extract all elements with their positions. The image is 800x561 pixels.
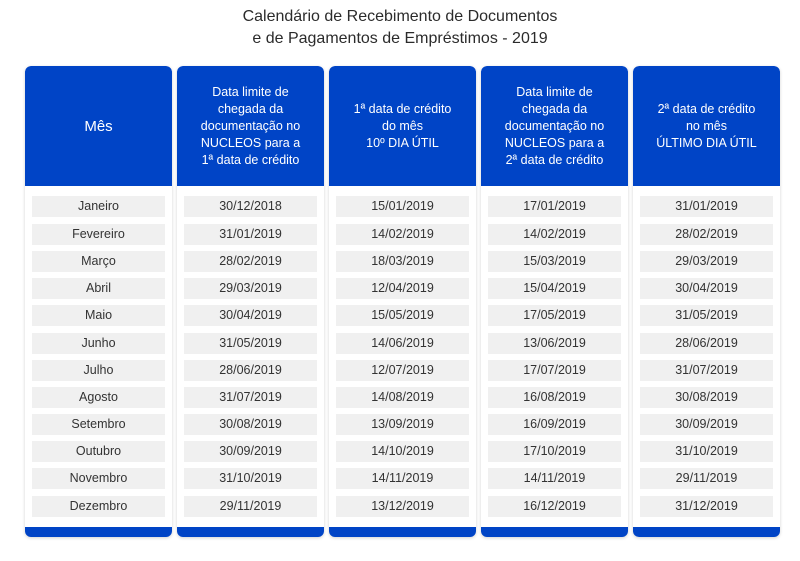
month-cell: Setembro	[32, 414, 165, 435]
column-credito1: 1ª data de crédito do mês 10º DIA ÚTIL 15/0…	[329, 66, 476, 537]
header-line: Data limite de	[516, 84, 593, 99]
header-line: documentação no	[200, 118, 301, 133]
date-cell: 14/10/2019	[336, 441, 469, 462]
column-limite2: Data limite de chegada da documentação no N…	[481, 66, 628, 537]
date-cell: 28/06/2019	[184, 360, 317, 381]
column-footer-bar	[481, 527, 628, 537]
column-footer-bar	[177, 527, 324, 537]
date-cell: 30/08/2019	[640, 387, 773, 408]
month-cell: Dezembro	[32, 496, 165, 517]
header-line: 1ª data de crédito	[353, 101, 452, 116]
month-cell: Fevereiro	[32, 224, 165, 245]
title-line-1: Calendário de Recebimento de Documentos	[242, 8, 558, 25]
header-line: 10º DIA ÚTIL	[366, 135, 439, 150]
date-cell: 30/09/2019	[184, 441, 317, 462]
month-cell: Outubro	[32, 441, 165, 462]
date-cell: 31/07/2019	[640, 360, 773, 381]
column-header-mes: Mês	[25, 66, 172, 186]
date-cell: 30/04/2019	[640, 278, 773, 299]
date-cell: 13/06/2019	[488, 333, 621, 354]
date-cell: 31/05/2019	[184, 333, 317, 354]
date-cell: 13/12/2019	[336, 496, 469, 517]
header-line: 1ª data de crédito	[201, 152, 300, 167]
date-cell: 28/02/2019	[640, 224, 773, 245]
date-cell: 31/05/2019	[640, 305, 773, 326]
date-cell: 30/09/2019	[640, 414, 773, 435]
date-cell: 29/11/2019	[640, 468, 773, 489]
date-cell: 31/10/2019	[184, 468, 317, 489]
page-title: Calendário de Recebimento de Documentos …	[0, 6, 800, 50]
date-cell: 13/09/2019	[336, 414, 469, 435]
month-cell: Agosto	[32, 387, 165, 408]
date-cell: 17/10/2019	[488, 441, 621, 462]
date-cell: 17/05/2019	[488, 305, 621, 326]
date-cell: 31/10/2019	[640, 441, 773, 462]
date-cell: 30/08/2019	[184, 414, 317, 435]
date-cell: 28/02/2019	[184, 251, 317, 272]
month-cell: Maio	[32, 305, 165, 326]
header-line: ÚLTIMO DIA ÚTIL	[656, 135, 757, 150]
header-line: NUCLEOS para a	[504, 135, 605, 150]
title-line-2: e de Pagamentos de Empréstimos - 2019	[252, 30, 548, 47]
date-cell: 31/12/2019	[640, 496, 773, 517]
column-footer-bar	[25, 527, 172, 537]
header-line: 2ª data de crédito	[657, 101, 756, 116]
date-cell: 14/11/2019	[488, 468, 621, 489]
column-footer-bar	[329, 527, 476, 537]
column-header-limite2: Data limite de chegada da documentação no N…	[481, 66, 628, 186]
header-line: do mês	[382, 118, 423, 133]
date-cell: 12/07/2019	[336, 360, 469, 381]
date-cell: 18/03/2019	[336, 251, 469, 272]
date-cell: 30/12/2018	[184, 196, 317, 217]
month-cell: Novembro	[32, 468, 165, 489]
column-credito2: 2ª data de crédito no mês ÚLTIMO DIA ÚTIL 3…	[633, 66, 780, 537]
date-cell: 28/06/2019	[640, 333, 773, 354]
date-cell: 15/04/2019	[488, 278, 621, 299]
date-cell: 17/01/2019	[488, 196, 621, 217]
column-footer-bar	[633, 527, 780, 537]
date-cell: 15/01/2019	[336, 196, 469, 217]
date-cell: 14/02/2019	[336, 224, 469, 245]
date-cell: 29/11/2019	[184, 496, 317, 517]
date-cell: 29/03/2019	[640, 251, 773, 272]
date-cell: 17/07/2019	[488, 360, 621, 381]
date-cell: 30/04/2019	[184, 305, 317, 326]
date-cell: 16/12/2019	[488, 496, 621, 517]
date-cell: 14/06/2019	[336, 333, 469, 354]
header-line: chegada da	[217, 101, 284, 116]
header-line: NUCLEOS para a	[200, 135, 301, 150]
month-cell: Julho	[32, 360, 165, 381]
date-cell: 31/01/2019	[184, 224, 317, 245]
header-line: documentação no	[504, 118, 605, 133]
column-mes: Mês Janeiro Fevereiro Março Abril Maio Junho Ju…	[25, 66, 172, 537]
header-line: Data limite de	[212, 84, 289, 99]
month-cell: Janeiro	[32, 196, 165, 217]
date-cell: 29/03/2019	[184, 278, 317, 299]
date-cell: 12/04/2019	[336, 278, 469, 299]
date-cell: 15/05/2019	[336, 305, 469, 326]
date-cell: 16/08/2019	[488, 387, 621, 408]
month-cell: Abril	[32, 278, 165, 299]
date-cell: 14/02/2019	[488, 224, 621, 245]
date-cell: 16/09/2019	[488, 414, 621, 435]
header-line: Mês	[84, 117, 113, 135]
date-cell: 14/08/2019	[336, 387, 469, 408]
header-line: chegada da	[521, 101, 588, 116]
date-cell: 14/11/2019	[336, 468, 469, 489]
date-cell: 31/07/2019	[184, 387, 317, 408]
column-header-credito1: 1ª data de crédito do mês 10º DIA ÚTIL	[329, 66, 476, 186]
column-header-limite1: Data limite de chegada da documentação no N…	[177, 66, 324, 186]
column-limite1: Data limite de chegada da documentação no N…	[177, 66, 324, 537]
header-line: 2ª data de crédito	[505, 152, 604, 167]
month-cell: Março	[32, 251, 165, 272]
column-header-credito2: 2ª data de crédito no mês ÚLTIMO DIA ÚTIL	[633, 66, 780, 186]
date-cell: 31/01/2019	[640, 196, 773, 217]
month-cell: Junho	[32, 333, 165, 354]
header-line: no mês	[685, 118, 727, 133]
date-cell: 15/03/2019	[488, 251, 621, 272]
